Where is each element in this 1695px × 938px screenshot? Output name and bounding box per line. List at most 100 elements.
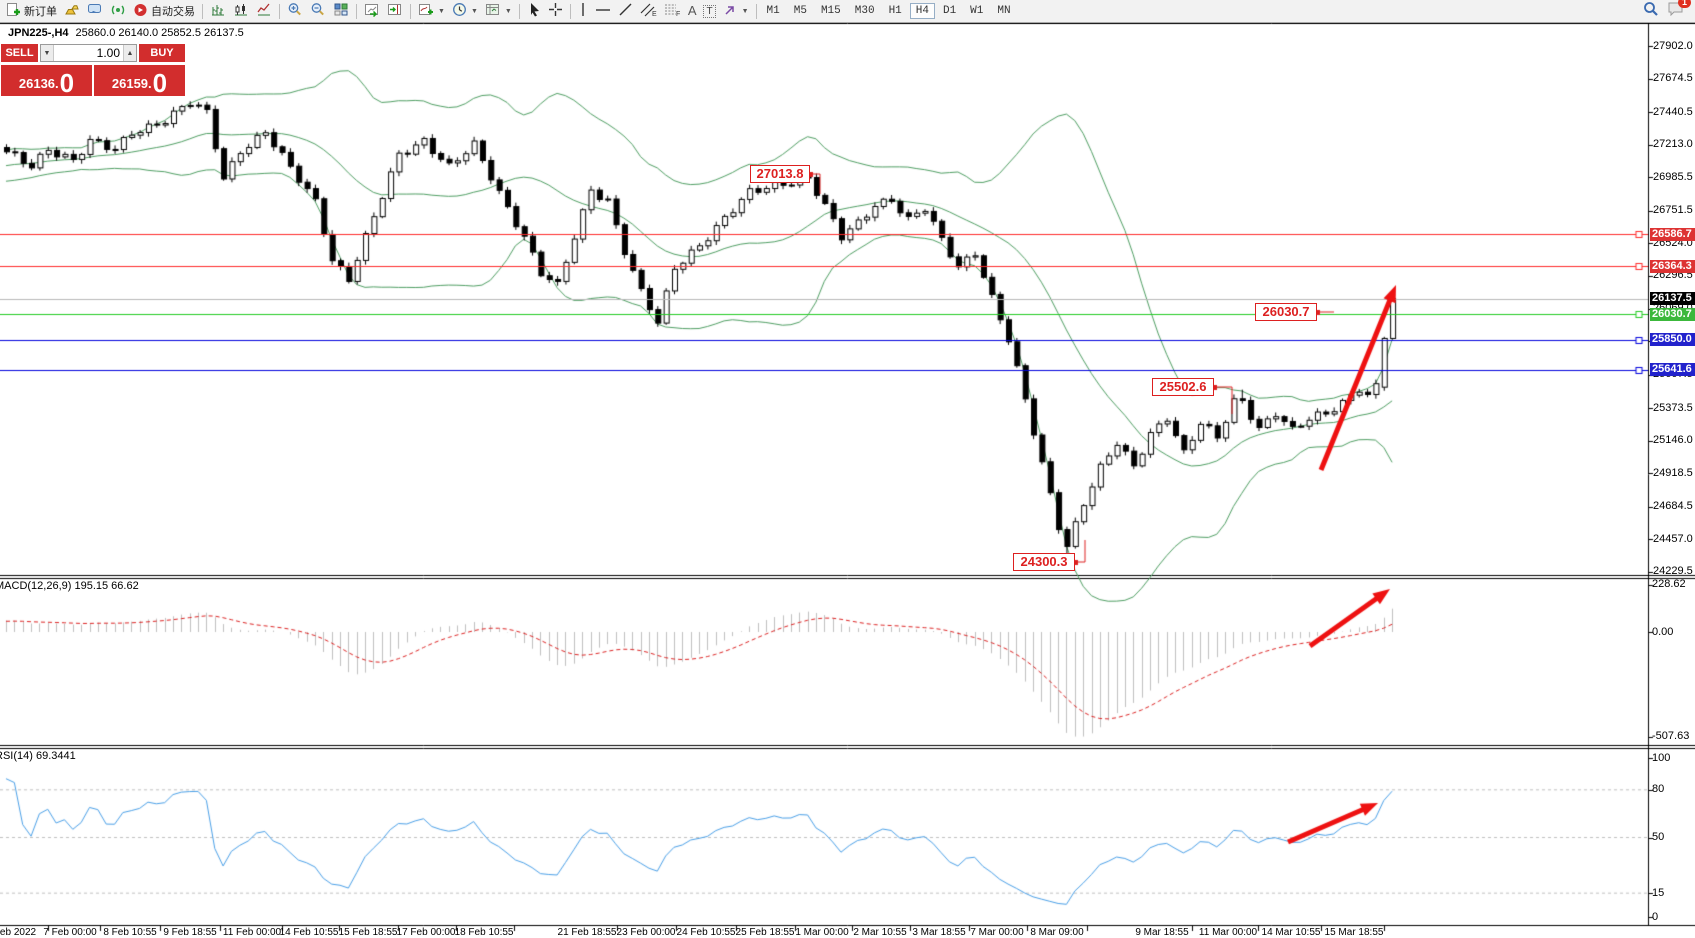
toolbar-separator: [410, 3, 411, 19]
search-icon[interactable]: [1643, 1, 1659, 22]
price-axis-tick: 27213.0: [1653, 138, 1693, 151]
equidistant-channel-icon: E: [640, 2, 657, 20]
current-price-badge[interactable]: 26137.5: [1650, 292, 1695, 306]
time-axis-label: 9 Feb 18:55: [163, 927, 217, 938]
level-price-badge[interactable]: 26030.7: [1650, 307, 1695, 321]
svg-text:E: E: [652, 11, 657, 17]
toolbar-right: 1: [1643, 0, 1692, 22]
timeframe-d1[interactable]: D1: [942, 5, 957, 17]
equidistant-channel-button[interactable]: E: [637, 2, 660, 21]
auto-trading-label: 自动交易: [151, 6, 195, 18]
auto-trading-icon: [133, 2, 148, 20]
sell-price: 26136.: [18, 76, 59, 91]
rsi-axis-tick: 80: [1652, 783, 1665, 796]
text-label-button[interactable]: T: [700, 2, 718, 21]
toolbar-separator: [569, 3, 571, 19]
toolbar: 新订单 自动交易: [0, 0, 1695, 23]
price-axis-tick: 27674.5: [1653, 72, 1693, 85]
templates-menu-button[interactable]: ▼: [482, 2, 515, 21]
line-chart-button[interactable]: [253, 2, 275, 21]
level-price-badge[interactable]: 25850.0: [1650, 333, 1695, 347]
timeframe-m30[interactable]: M30: [854, 5, 875, 17]
text-button[interactable]: A: [685, 2, 700, 21]
time-axis-label: 1 Mar 00:00: [795, 927, 849, 938]
notification-count-badge: 1: [1677, 0, 1691, 8]
rsi-axis-tick: 0: [1652, 910, 1659, 923]
level-price-badge[interactable]: 26586.7: [1650, 227, 1695, 241]
svg-text:F: F: [676, 11, 680, 17]
trendline-button[interactable]: [615, 2, 636, 21]
indicators-icon: [418, 2, 434, 20]
auto-scroll-button[interactable]: [361, 2, 383, 21]
timeframe-h1[interactable]: H1: [888, 5, 902, 17]
time-axis-label: 18 Feb 10:55: [454, 927, 514, 938]
volume-input[interactable]: 1.00: [96, 46, 120, 60]
macd-axis-tick: -507.63: [1652, 730, 1690, 743]
toolbar-separator: [202, 3, 203, 19]
notifications-button[interactable]: 1: [1667, 0, 1691, 21]
arrows-menu-button[interactable]: ▼: [720, 2, 752, 21]
buy-button[interactable]: BUY: [139, 44, 185, 62]
buy-price-tile[interactable]: 26159. 0: [94, 65, 185, 96]
horizontal-line-icon: [595, 2, 611, 20]
time-axis-label: 11 Mar 00:00: [1198, 927, 1258, 938]
trade-panel-prices: 26136. 0 26159. 0: [1, 65, 185, 96]
bar-chart-button[interactable]: [207, 2, 229, 21]
timeframe-w1[interactable]: W1: [970, 5, 984, 17]
volume-increase-button[interactable]: ▲: [123, 45, 136, 61]
sell-price-tile[interactable]: 26136. 0: [1, 65, 92, 96]
periods-menu-button[interactable]: ▼: [449, 2, 481, 21]
chart-shift-button[interactable]: [384, 2, 406, 21]
crosshair-button[interactable]: [545, 2, 566, 21]
vertical-line-button[interactable]: [575, 2, 591, 21]
price-annotation[interactable]: 24300.3: [1013, 553, 1075, 571]
new-order-button[interactable]: 新订单: [3, 2, 60, 21]
price-axis-tick: 26751.5: [1653, 204, 1693, 217]
auto-trading-button[interactable]: 自动交易: [130, 2, 198, 21]
timeframe-h4[interactable]: H4: [909, 3, 935, 19]
cursor-icon: [527, 2, 541, 20]
price-axis-tick: 24918.5: [1653, 466, 1693, 479]
time-axis-label: 25 Feb 18:55: [735, 927, 795, 938]
chevron-down-icon: ▼: [741, 7, 749, 15]
timeframe-mn[interactable]: MN: [997, 5, 1011, 17]
zoom-out-button[interactable]: [307, 2, 329, 21]
gold-button[interactable]: [61, 2, 83, 21]
price-annotation[interactable]: 26030.7: [1255, 303, 1317, 321]
level-price-badge[interactable]: 25641.6: [1650, 363, 1695, 377]
level-price-badge[interactable]: 26364.3: [1650, 259, 1695, 273]
tile-windows-icon: [333, 2, 349, 20]
messages-button[interactable]: [84, 2, 106, 21]
price-axis-tick: 24229.5: [1653, 565, 1693, 578]
time-axis-label: 14 Feb 10:55: [279, 927, 339, 938]
zoom-in-button[interactable]: [284, 2, 306, 21]
horizontal-line-button[interactable]: [592, 2, 614, 21]
cursor-button[interactable]: [524, 2, 544, 21]
macd-axis-tick: 0.00: [1652, 625, 1674, 638]
toolbar-separator: [518, 3, 520, 19]
price-annotation[interactable]: 25502.6: [1152, 378, 1214, 396]
indicators-menu-button[interactable]: ▼: [415, 2, 448, 21]
sell-price-big-digit: 0: [59, 68, 75, 98]
periods-clock-icon: [452, 2, 467, 20]
candlestick-chart-button[interactable]: [230, 2, 252, 21]
templates-icon: [485, 2, 501, 20]
fibonacci-button[interactable]: F: [661, 2, 684, 21]
sell-button[interactable]: SELL: [1, 44, 38, 62]
trade-panel-controls: SELL ▼ 1.00 ▲ BUY: [1, 44, 185, 62]
time-axis-label: 21 Feb 18:55: [557, 927, 617, 938]
text-label-icon: T: [703, 4, 716, 18]
time-axis-label: 17 Feb 00:00: [396, 927, 456, 938]
price-axis-tick: 24684.5: [1653, 500, 1693, 513]
signal-button[interactable]: [107, 2, 129, 21]
price-axis-tick: 25146.0: [1653, 434, 1693, 447]
timeframe-m15[interactable]: M15: [820, 5, 841, 17]
time-axis-label: 15 Mar 18:55: [1324, 927, 1384, 938]
volume-decrease-button[interactable]: ▼: [41, 45, 54, 61]
tile-windows-button[interactable]: [330, 2, 352, 21]
timeframe-m5[interactable]: M5: [793, 5, 807, 17]
timeframe-m1[interactable]: M1: [766, 5, 780, 17]
toolbar-separator: [755, 3, 757, 19]
price-annotation[interactable]: 27013.8: [750, 165, 810, 183]
